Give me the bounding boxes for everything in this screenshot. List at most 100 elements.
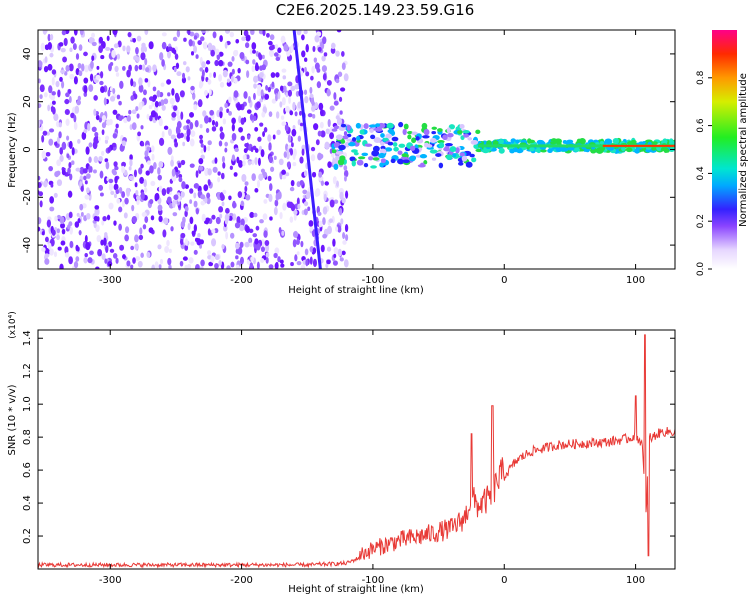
heatmap-cell [131, 109, 137, 114]
heatmap-cell [109, 118, 113, 125]
heatmap-cell [56, 234, 60, 241]
heatmap-cell [297, 135, 302, 142]
heatmap-cell [118, 186, 123, 194]
heatmap-cell [289, 216, 294, 223]
heatmap-signal-cell [373, 137, 381, 143]
heatmap-cell [326, 80, 332, 86]
heatmap-signal-cell [463, 133, 470, 138]
heatmap-cell [312, 114, 316, 119]
heatmap-cell [323, 52, 328, 57]
heatmap-cell [247, 160, 252, 166]
heatmap-cell [231, 117, 236, 125]
heatmap-cell [105, 46, 111, 52]
heatmap-cell [268, 264, 274, 269]
heatmap-cell [281, 121, 287, 127]
heatmap-cell [82, 168, 88, 174]
heatmap-signal-cell [401, 153, 408, 158]
heatmap-cell [295, 90, 300, 97]
heatmap-cell [134, 243, 139, 251]
heatmap-cell [58, 121, 62, 128]
heatmap-cell [184, 209, 188, 218]
heatmap-cell [75, 167, 81, 172]
heatmap-cell [221, 155, 225, 163]
colorbar-gradient [712, 30, 737, 269]
heatmap-cell [287, 134, 292, 143]
heatmap-cell [218, 59, 224, 67]
heatmap-cell [71, 147, 75, 156]
heatmap-cell [81, 63, 85, 72]
heatmap-cell [230, 261, 235, 268]
heatmap-cell [189, 112, 195, 118]
heatmap-cell [301, 148, 305, 156]
heatmap-cell [179, 260, 184, 267]
heatmap-cell [94, 131, 99, 138]
heatmap-cell [286, 201, 292, 208]
heatmap-cell [38, 191, 44, 197]
heatmap-cell [189, 188, 194, 194]
heatmap-cell [184, 238, 188, 246]
heatmap-cell [345, 190, 349, 199]
heatmap-cell [149, 115, 153, 122]
heatmap-cell [61, 80, 65, 89]
heatmap-cell [205, 30, 210, 33]
heatmap-cell [207, 145, 211, 152]
heatmap-cell [109, 95, 116, 102]
heatmap-cell [229, 165, 233, 170]
heatmap-cell [42, 130, 48, 136]
heatmap-signal-cell [547, 148, 553, 154]
heatmap-cell [285, 92, 289, 98]
heatmap-cell [153, 162, 157, 170]
heatmap-cell [211, 214, 216, 220]
heatmap-cell [322, 233, 328, 239]
heatmap-cell [95, 74, 101, 81]
heatmap-cell [60, 47, 66, 53]
heatmap-cell [335, 78, 340, 84]
heatmap-cell [281, 174, 287, 180]
heatmap-cell [138, 167, 143, 175]
heatmap-cell [226, 265, 231, 269]
heatmap-signal-cell [402, 128, 407, 136]
heatmap-cell [152, 86, 157, 92]
heatmap-cell [138, 77, 143, 86]
colorbar-label: Normalized spectral amplitude [738, 73, 749, 227]
heatmap-cell [108, 178, 114, 184]
heatmap-cell [166, 187, 170, 195]
heatmap-cell [67, 190, 73, 198]
heatmap-signal-cell [505, 141, 512, 146]
heatmap-cell [182, 141, 186, 147]
heatmap-signal-cell [386, 122, 394, 129]
heatmap-cell [124, 197, 129, 205]
heatmap-cell [109, 86, 113, 92]
heatmap-cell [326, 88, 331, 97]
heatmap-cell [171, 88, 175, 96]
heatmap-cell [175, 62, 180, 69]
heatmap-cell [119, 115, 124, 120]
heatmap-cell [162, 229, 167, 238]
heatmap-signal-cell [380, 145, 386, 150]
heatmap-cell [190, 130, 196, 138]
heatmap-cell [43, 65, 49, 73]
heatmap-cell [259, 219, 264, 224]
heatmap-cell [96, 234, 102, 243]
heatmap-cell [114, 165, 119, 171]
colorbar-tick-label: 0.6 [696, 118, 706, 133]
heatmap-signal-cell [348, 141, 356, 147]
colorbar-ticks: 0.0 0.2 0.4 0.6 0.8 [696, 70, 712, 276]
heatmap-cell [107, 261, 113, 267]
heatmap-signal-cell [397, 158, 405, 165]
heatmap-cell [100, 150, 105, 156]
heatmap-signal-cell [337, 158, 345, 166]
heatmap-cell [211, 228, 216, 234]
heatmap-cell [282, 85, 287, 93]
heatmap-cell [47, 41, 52, 50]
heatmap-cell [312, 258, 318, 268]
heatmap-cell [253, 75, 259, 83]
heatmap-cell [294, 83, 300, 90]
heatmap-cell [114, 176, 118, 184]
heatmap-cell [249, 48, 253, 55]
heatmap-signal-cell [363, 163, 369, 168]
heatmap-cell [172, 36, 178, 42]
heatmap-signal-cell [335, 155, 340, 160]
colorbar-tick-label: 0.0 [696, 262, 706, 277]
snr-x-ticks: -300 -200 -100 0 100 [99, 330, 645, 586]
